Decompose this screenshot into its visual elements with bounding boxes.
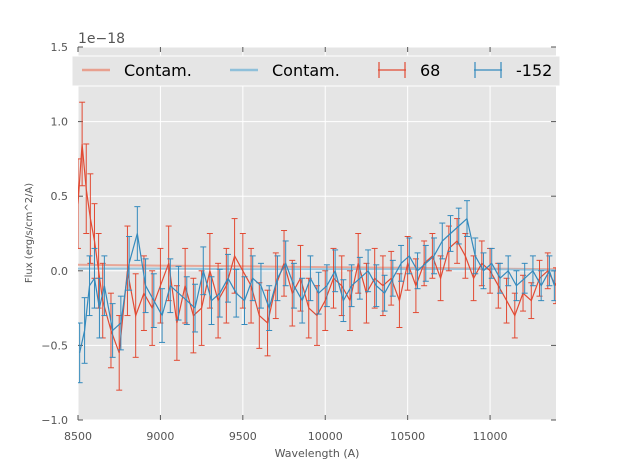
legend: Contam. Contam. 68 -152	[71, 55, 561, 87]
data-line	[79, 217, 555, 354]
x-tick-label: 10500	[390, 430, 425, 443]
legend-box	[71, 55, 561, 87]
y-tick-label: 1.0	[51, 116, 69, 129]
legend-label: -152	[516, 61, 552, 80]
x-axis-label: Wavelength (A)	[275, 447, 360, 460]
legend-label: 68	[420, 61, 440, 80]
x-tick-label: 11000	[473, 430, 508, 443]
x-tick-label: 9000	[146, 430, 174, 443]
y-tick-label: −1.0	[41, 414, 68, 427]
x-tick-label: 9500	[229, 430, 257, 443]
y-axis-label: Flux (erg/s/cm^2/A)	[24, 183, 35, 283]
legend-label: Contam.	[272, 61, 340, 80]
data-layer	[78, 101, 556, 391]
x-tick-label: 10000	[308, 430, 343, 443]
y-tick-label: −0.5	[41, 339, 68, 352]
y-tick-label: 0.0	[51, 265, 69, 278]
grid	[77, 46, 556, 421]
x-tick-label: 8500	[64, 430, 92, 443]
series-68-2	[78, 101, 556, 391]
legend-label: Contam.	[124, 61, 192, 80]
y-tick-label: 0.5	[51, 190, 69, 203]
scale-label: 1e−18	[78, 31, 125, 47]
axis-ticks: 8500 9000 9500 10000 10500 11000 −1.0 −0.5 0.0 0.…	[41, 41, 556, 443]
series-152-3	[78, 200, 556, 384]
y-tick-label: 1.5	[51, 41, 69, 54]
plot-background	[78, 47, 556, 420]
